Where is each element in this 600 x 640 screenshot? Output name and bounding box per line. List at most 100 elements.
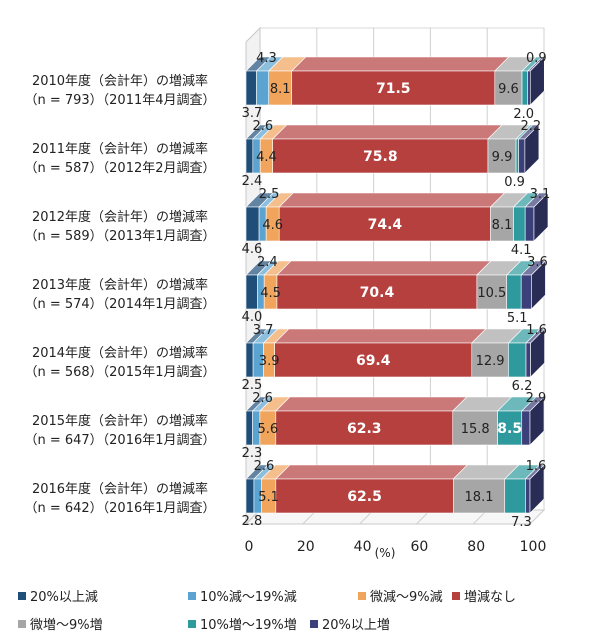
legend-swatch xyxy=(188,620,196,628)
bar-segment xyxy=(276,274,478,310)
bar-segment xyxy=(256,70,270,106)
data-label: 2.5 xyxy=(242,378,263,393)
data-label: 12.9 xyxy=(476,354,505,369)
category-label: 2010年度（会計年）の増減率 xyxy=(32,73,208,89)
legend-swatch xyxy=(188,592,196,600)
bar-segment xyxy=(275,478,454,514)
data-label: 2.6 xyxy=(252,119,273,134)
legend-label: 微減～9%減 xyxy=(370,589,443,605)
bar-top xyxy=(273,328,487,344)
bar-top xyxy=(275,464,469,480)
bar-segment xyxy=(525,342,531,378)
legend-label: 20%以上増 xyxy=(322,618,390,633)
data-label: 10.5 xyxy=(477,286,506,301)
bar-segment xyxy=(245,478,255,514)
data-label: 5.1 xyxy=(258,490,279,505)
data-label: 2.8 xyxy=(242,514,263,529)
category-label: 2013年度（会計年）の増減率 xyxy=(32,277,208,293)
data-label: 71.5 xyxy=(376,81,411,97)
bar-top xyxy=(271,124,503,140)
data-label: 2.0 xyxy=(513,107,534,122)
data-label: 2.5 xyxy=(259,187,280,202)
tick-label: 40 xyxy=(354,539,372,555)
bar-top xyxy=(278,192,506,208)
data-label: 62.5 xyxy=(347,489,382,505)
bar-segment xyxy=(476,274,508,310)
legend-swatch xyxy=(452,592,460,600)
legend-label: 10%減～19%減 xyxy=(200,589,297,605)
data-label: 2.3 xyxy=(242,446,263,461)
tick-label: 0 xyxy=(245,539,254,555)
gridline xyxy=(529,509,545,525)
data-label: 6.2 xyxy=(512,379,533,394)
legend-label: 微増～9%増 xyxy=(30,618,103,633)
legend-label: 20%以上減 xyxy=(30,589,98,605)
bar-end xyxy=(529,396,545,446)
data-label: 5.1 xyxy=(507,311,528,326)
category-label: 2015年度（会計年）の増減率 xyxy=(32,413,208,429)
bar-segment xyxy=(245,70,257,106)
data-label: 1.6 xyxy=(526,459,547,474)
legend-label: 増減なし xyxy=(464,589,516,605)
bar-top xyxy=(290,56,510,72)
data-label: 2.2 xyxy=(521,119,542,134)
bar-end xyxy=(533,192,549,242)
data-label: 3.6 xyxy=(527,255,548,270)
data-label: 8.1 xyxy=(270,82,291,97)
legend-swatch xyxy=(18,620,26,628)
tick-label: 20 xyxy=(297,539,315,555)
bar-segment xyxy=(521,70,529,106)
bar-segment xyxy=(245,138,254,174)
bar-segment xyxy=(291,70,496,106)
data-label: 74.4 xyxy=(368,217,403,233)
bar-end xyxy=(524,124,540,174)
data-label: 75.8 xyxy=(363,149,398,165)
data-label: 4.5 xyxy=(260,286,281,301)
bar-segment xyxy=(497,410,523,446)
bar-segment xyxy=(504,478,526,514)
data-label: 4.3 xyxy=(256,51,277,66)
category-label: （n = 589）（2013年1月調査） xyxy=(24,229,215,244)
bar-segment xyxy=(245,342,254,378)
data-label: 8.5 xyxy=(497,421,522,437)
bar-segment xyxy=(274,342,473,378)
data-label: 2.4 xyxy=(257,255,278,270)
data-label: 70.4 xyxy=(360,285,395,301)
data-label: 4.6 xyxy=(242,242,263,257)
data-label: 4.0 xyxy=(242,310,263,325)
data-label: 62.3 xyxy=(347,421,382,437)
bar-segment xyxy=(278,206,491,242)
bar-end xyxy=(530,328,545,378)
data-label: 1.6 xyxy=(526,323,547,338)
tick-label: 100 xyxy=(520,539,547,555)
data-label: 15.8 xyxy=(461,422,490,437)
tick-label: 60 xyxy=(410,539,428,555)
category-labels: 2010年度（会計年）の増減率 （n = 793）（2011年4月調査） 2011年… xyxy=(24,73,215,516)
data-label: 9.9 xyxy=(492,150,513,165)
legend-swatch xyxy=(358,592,366,600)
data-label: 4.6 xyxy=(262,218,283,233)
data-label: 4.1 xyxy=(511,243,532,258)
legend-swatch xyxy=(18,592,26,600)
data-label: 3.7 xyxy=(253,323,274,338)
bar-segment xyxy=(487,138,517,174)
bar-segment xyxy=(527,70,531,106)
category-label: （n = 647）（2016年1月調査） xyxy=(24,433,215,448)
bar-top xyxy=(276,260,492,276)
data-label: 8.1 xyxy=(492,218,513,233)
bar-segment xyxy=(453,478,506,514)
bar-segment xyxy=(513,206,526,242)
bar-segment xyxy=(245,206,260,242)
bar-segment xyxy=(494,70,523,106)
bar-segment xyxy=(506,274,522,310)
bars: 3.7 4.3 8.1 71.5 9.6 2.0 0.9 2.4 2.6 4.4 75.8 9.9 0.… xyxy=(242,51,551,530)
legend-label: 10%増～19%増 xyxy=(200,618,297,633)
category-label: 2011年度（会計年）の増減率 xyxy=(32,141,208,157)
bar-segment xyxy=(508,342,527,378)
data-label: 69.4 xyxy=(356,353,391,369)
data-label: 7.3 xyxy=(511,515,532,530)
category-label: （n = 587）（2012年2月調査） xyxy=(24,161,215,176)
data-label: 3.9 xyxy=(259,354,280,369)
